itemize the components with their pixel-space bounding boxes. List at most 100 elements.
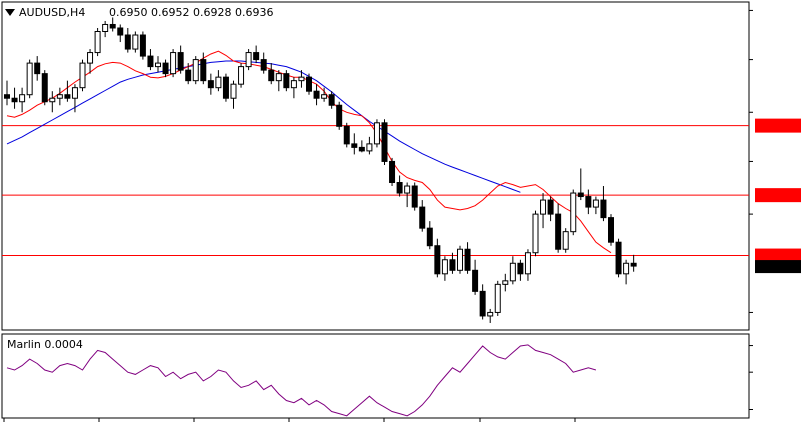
candle [192, 56, 199, 85]
candle [79, 59, 86, 92]
candle-body-bear [608, 217, 614, 243]
candle-body-bull [373, 122, 380, 145]
candle-body-bear [358, 146, 365, 152]
candle-body-bull [155, 62, 161, 68]
candle-body-bull [570, 192, 577, 233]
candle-body-bear [253, 52, 260, 61]
candle [260, 52, 267, 74]
candle-body-bull [623, 262, 630, 275]
candle-body-bull [79, 62, 86, 89]
level-price-tag [755, 248, 801, 263]
candle-body-bull [87, 52, 94, 64]
candle-body-bear [268, 69, 275, 82]
candle [464, 242, 471, 274]
candle-body-bear [41, 73, 48, 103]
candle-body-bull [192, 59, 199, 82]
candle-body-bear [479, 290, 486, 317]
candle-body-bear [411, 185, 418, 208]
chart-frame [1, 1, 750, 419]
candle [94, 27, 101, 57]
candle [170, 49, 177, 78]
oscillator-series [6, 344, 597, 417]
current-price-tag [755, 260, 801, 274]
candle-body-bear [426, 227, 433, 247]
candle-body-bear [389, 160, 396, 184]
candle [396, 175, 403, 197]
candle [404, 182, 411, 208]
candle [381, 119, 388, 165]
candle [71, 84, 78, 113]
candle-body-bull [321, 94, 328, 99]
candle-body-bull [562, 231, 569, 250]
candle-body-bear [64, 94, 71, 99]
candle [457, 245, 463, 274]
candle-body-bull [592, 199, 599, 208]
candle-body-bear [434, 245, 441, 275]
symbol-label: AUDUSD,H4 [19, 6, 85, 19]
candle [389, 157, 396, 187]
candle [139, 31, 146, 60]
candle [268, 63, 275, 85]
candle [253, 45, 260, 64]
candle-body-bear [283, 73, 290, 89]
candle [494, 280, 501, 316]
candle [441, 256, 448, 281]
candle [472, 259, 479, 295]
candle [109, 17, 116, 32]
candle-body-bull [102, 23, 109, 32]
candle-body-bull [19, 94, 26, 103]
candle-body-bear [351, 143, 358, 148]
candle-body-bull [275, 73, 282, 82]
candle [132, 31, 139, 53]
candle [238, 63, 245, 88]
candle-body-bear [34, 62, 41, 75]
candle-body-bull [238, 66, 245, 85]
candle-body-bull [366, 143, 373, 152]
candle [215, 70, 222, 92]
symbol-dropdown-icon[interactable] [5, 9, 15, 16]
candle-body-bull [290, 80, 297, 89]
candle [102, 20, 109, 38]
candle-body-bull [26, 62, 33, 96]
candle-body-bear [585, 196, 592, 208]
candle [275, 70, 282, 92]
candle [608, 214, 614, 246]
candle [41, 70, 48, 106]
candle-body-bear [555, 213, 562, 250]
candle-body-bull [487, 311, 494, 317]
candle [487, 308, 494, 323]
candle [517, 259, 524, 281]
level-price-tag [755, 118, 801, 133]
candle-body-bear [517, 262, 524, 275]
candle-body-bull [49, 97, 56, 103]
candle [26, 59, 33, 99]
candle [351, 133, 358, 155]
candle [366, 136, 373, 155]
candle [630, 254, 637, 272]
level-price-tag [755, 188, 801, 203]
candle-body-bear [577, 192, 584, 198]
candle-body-bull [230, 83, 237, 99]
candle [577, 168, 584, 201]
candle-body-bear [117, 27, 124, 36]
candle [147, 49, 154, 71]
candle [222, 73, 229, 102]
candle-body-bear [260, 59, 267, 71]
candle [502, 273, 509, 292]
candle [306, 73, 312, 95]
candle [623, 259, 630, 285]
candle-body-bull [502, 280, 509, 285]
candle [509, 256, 516, 285]
candle-body-bear [472, 269, 479, 292]
candle-body-bull [524, 252, 531, 275]
candle [479, 284, 486, 320]
candle-body-bear [343, 125, 350, 145]
candle [313, 84, 320, 106]
candle-body-bull [170, 52, 177, 75]
candle [328, 91, 335, 109]
candle-body-bull [56, 94, 63, 99]
candle [592, 196, 599, 215]
candle [56, 87, 63, 106]
marlin-oscillator-line [6, 344, 597, 417]
